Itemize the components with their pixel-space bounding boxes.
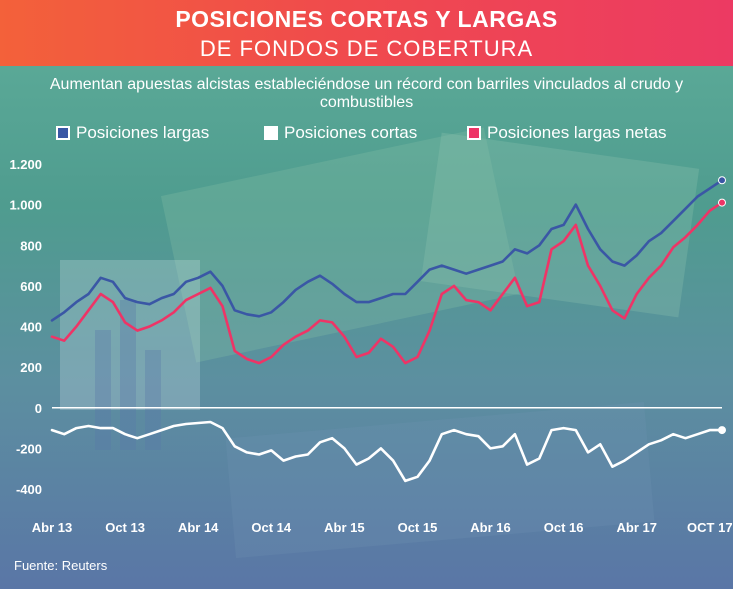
- y-tick-label: -400: [16, 482, 42, 497]
- y-tick-label: 1.200: [9, 157, 42, 172]
- y-tick-label: 0: [35, 401, 42, 416]
- endpoint-posiciones-largas-netas: [719, 199, 726, 206]
- x-tick-label: Abr 14: [178, 520, 219, 535]
- y-tick-label: 200: [20, 360, 42, 375]
- y-tick-label: 1.000: [9, 198, 42, 213]
- x-tick-label: Oct 16: [544, 520, 584, 535]
- endpoint-posiciones-cortas: [719, 427, 726, 434]
- endpoint-posiciones-largas: [719, 177, 726, 184]
- y-tick-label: -200: [16, 441, 42, 456]
- x-tick-label: Oct 15: [398, 520, 438, 535]
- x-tick-label: Abr 16: [470, 520, 510, 535]
- y-tick-label: 400: [20, 320, 42, 335]
- x-tick-label: Abr 15: [324, 520, 364, 535]
- x-tick-label: Abr 13: [32, 520, 72, 535]
- infographic: POSICIONES CORTAS Y LARGAS DE FONDOS DE …: [0, 0, 733, 589]
- line-chart: -400 -200 0 200 400 600 800 1.000 1.200 Abr 13 Oct…: [0, 0, 733, 589]
- y-tick-label: 800: [20, 238, 42, 253]
- x-tick-label: Abr 17: [616, 520, 656, 535]
- line-posiciones-cortas: [52, 422, 722, 481]
- line-posiciones-largas-netas: [52, 203, 722, 364]
- line-posiciones-largas: [52, 180, 722, 320]
- x-tick-label: Oct 13: [105, 520, 145, 535]
- source-note: Fuente: Reuters: [14, 558, 107, 573]
- x-tick-label: Oct 14: [251, 520, 292, 535]
- x-tick-label: OCT 17: [687, 520, 733, 535]
- y-tick-label: 600: [20, 279, 42, 294]
